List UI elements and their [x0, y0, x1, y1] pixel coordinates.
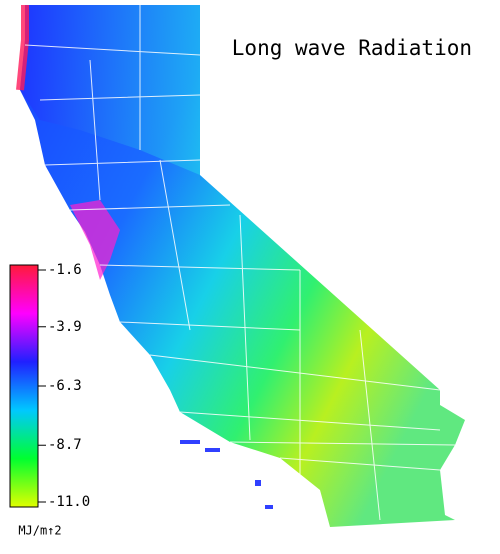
bay-area	[70, 200, 120, 280]
county-lines	[24, 5, 456, 521]
colorbar-tick-label: -1.6	[48, 262, 82, 278]
colorbar-tick-label: -6.3	[48, 378, 82, 394]
colorbar	[9, 264, 39, 508]
coast-edge	[16, 5, 29, 91]
map-title: Long wave Radiation	[232, 36, 472, 60]
colorbar-tick-label: -11.0	[48, 494, 90, 510]
colorbar-unit: MJ/m↑2	[18, 524, 61, 538]
islands	[180, 440, 273, 509]
colorbar-tick-label: -3.9	[48, 319, 82, 335]
colorbar-ticks: -1.6 -3.9 -6.3 -8.7 -11.0	[38, 262, 90, 510]
california-map	[16, 5, 465, 527]
colorbar-tick-label: -8.7	[48, 437, 82, 453]
